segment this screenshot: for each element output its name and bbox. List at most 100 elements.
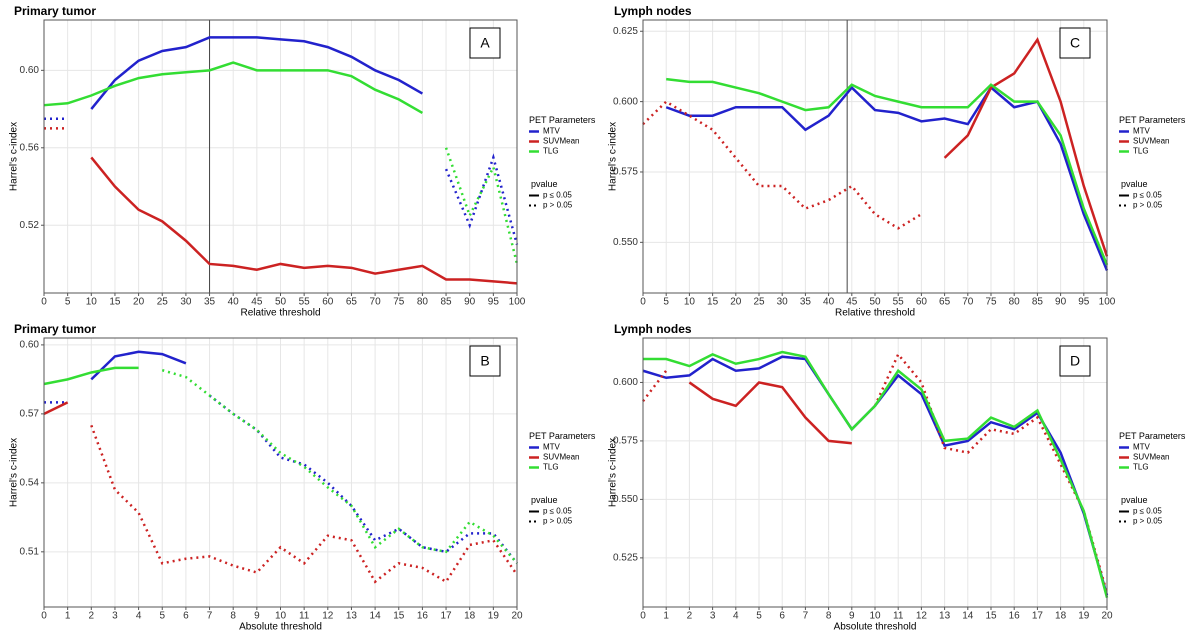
panel-label-box — [1059, 345, 1091, 377]
x-tick-label: 15 — [985, 611, 997, 622]
series-line — [90, 156, 518, 285]
series-line — [161, 368, 518, 565]
linetype-label: p > 0.05 — [543, 201, 573, 210]
linetype-title: pvalue — [1121, 495, 1148, 505]
x-tick-label: 6 — [183, 611, 189, 622]
x-tick-label: 55 — [299, 297, 311, 308]
panel-label: D — [1070, 353, 1080, 369]
legend-label: MTV — [543, 127, 561, 136]
legend-label: TLG — [543, 463, 559, 472]
linetype-label: p > 0.05 — [543, 517, 573, 526]
x-tick-label: 40 — [228, 297, 240, 308]
x-tick-label: 17 — [1032, 611, 1044, 622]
y-tick-label: 0.625 — [613, 26, 638, 37]
panel-label: A — [480, 35, 490, 51]
chart-title: Primary tumor — [14, 322, 96, 336]
x-tick-label: 25 — [157, 297, 169, 308]
x-tick-label: 50 — [869, 297, 881, 308]
legend-label: MTV — [1133, 443, 1151, 452]
x-tick-label: 30 — [777, 297, 789, 308]
legend-label: MTV — [1133, 127, 1151, 136]
x-tick-label: 0 — [640, 297, 646, 308]
linetype-label: p > 0.05 — [1133, 201, 1163, 210]
x-tick-label: 7 — [803, 611, 809, 622]
legend-label: TLG — [1133, 463, 1149, 472]
x-tick-label: 8 — [230, 611, 236, 622]
x-tick-label: 1 — [65, 611, 71, 622]
x-tick-label: 14 — [370, 611, 382, 622]
series-line — [90, 424, 519, 584]
x-tick-label: 60 — [322, 297, 334, 308]
x-tick-label: 10 — [86, 297, 98, 308]
y-tick-label: 0.51 — [20, 546, 40, 557]
plot-border — [642, 19, 1108, 294]
y-axis-label: Harrel's c-index — [9, 438, 20, 507]
x-axis-label: Relative threshold — [240, 308, 320, 319]
series-line — [90, 36, 424, 110]
y-axis-label: Harrel's c-index — [608, 438, 619, 507]
linetype-label: p ≤ 0.05 — [1133, 507, 1162, 516]
x-tick-label: 20 — [730, 297, 742, 308]
x-axis-label: Absolute threshold — [239, 622, 322, 632]
x-tick-label: 18 — [464, 611, 476, 622]
x-tick-label: 7 — [207, 611, 213, 622]
legend-title: PET Parameters — [1119, 431, 1186, 441]
x-tick-label: 95 — [1078, 297, 1090, 308]
x-tick-label: 10 — [275, 611, 287, 622]
x-tick-label: 85 — [440, 297, 452, 308]
x-tick-label: 17 — [440, 611, 452, 622]
y-tick-label: 0.550 — [613, 494, 638, 505]
legend-title: PET Parameters — [529, 431, 596, 441]
linetype-label: p ≤ 0.05 — [543, 191, 572, 200]
y-tick-label: 0.54 — [20, 477, 40, 488]
x-tick-label: 19 — [1078, 611, 1090, 622]
y-tick-label: 0.60 — [20, 340, 40, 351]
x-tick-label: 35 — [800, 297, 812, 308]
legend-label: SUVMean — [1133, 453, 1169, 462]
x-tick-label: 20 — [133, 297, 145, 308]
y-tick-label: 0.56 — [20, 142, 40, 153]
legend-label: MTV — [543, 443, 561, 452]
x-tick-label: 35 — [204, 297, 216, 308]
panel: Primary tumor 0 5 10 15 20 25 30 35 40 45 50 55 60 65 7… — [9, 4, 596, 318]
series-line — [90, 350, 187, 381]
x-tick-label: 12 — [322, 611, 334, 622]
x-tick-label: 16 — [1009, 611, 1021, 622]
x-tick-label: 11 — [893, 611, 904, 622]
x-tick-label: 65 — [346, 297, 358, 308]
x-tick-label: 5 — [756, 611, 762, 622]
plot-border — [642, 337, 1108, 608]
x-tick-label: 90 — [464, 297, 476, 308]
x-tick-label: 25 — [753, 297, 765, 308]
panel: Lymph nodes 0 5 10 15 20 25 30 35 40 45 50 55 60 65 70 7… — [608, 4, 1186, 318]
linetype-title: pvalue — [1121, 179, 1148, 189]
x-tick-label: 14 — [962, 611, 974, 622]
x-tick-label: 100 — [1099, 297, 1116, 308]
x-tick-label: 30 — [180, 297, 192, 308]
x-tick-label: 5 — [65, 297, 71, 308]
panel-label-box — [1059, 27, 1091, 59]
series-line — [943, 37, 1109, 257]
x-tick-label: 45 — [846, 297, 858, 308]
y-axis-label: Harrel's c-index — [9, 122, 20, 191]
x-axis-label: Relative threshold — [835, 308, 915, 319]
x-tick-label: 20 — [1101, 611, 1113, 622]
panel-label: B — [480, 353, 489, 369]
y-tick-label: 0.550 — [613, 237, 638, 248]
x-tick-label: 15 — [393, 611, 405, 622]
plot-border — [43, 337, 518, 608]
y-tick-label: 0.525 — [613, 553, 638, 564]
series-line — [444, 147, 519, 265]
legend-label: SUVMean — [543, 453, 579, 462]
x-tick-label: 9 — [254, 611, 260, 622]
legend-label: TLG — [1133, 147, 1149, 156]
x-tick-label: 5 — [159, 611, 165, 622]
x-tick-label: 6 — [779, 611, 785, 622]
linetype-label: p ≤ 0.05 — [543, 507, 572, 516]
y-tick-label: 0.600 — [613, 377, 638, 388]
plot-border — [43, 19, 518, 294]
x-tick-label: 85 — [1032, 297, 1044, 308]
